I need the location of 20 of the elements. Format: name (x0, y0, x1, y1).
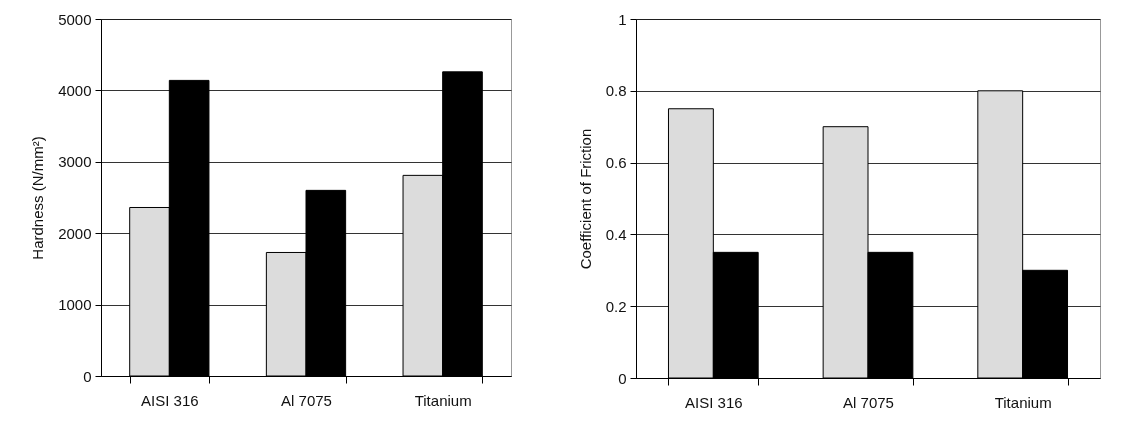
x-tick-label: AISI 316 (141, 391, 199, 409)
y-tick-label: 0.6 (605, 154, 627, 172)
y-axis-title: Hardness (N/mm²) (29, 136, 47, 260)
x-tick-label: Al 7075 (843, 393, 894, 411)
y-tick-label: 5000 (58, 10, 92, 28)
y-tick-label: 0 (618, 369, 627, 387)
x-tick-label: Al 7075 (281, 391, 332, 409)
y-tick-label: 1 (618, 10, 627, 28)
y-tick-label: 0.2 (605, 297, 627, 315)
y-tick-label: 0.8 (605, 82, 627, 100)
x-tick-label: Titanium (994, 393, 1052, 411)
y-tick-label: 2000 (58, 224, 92, 242)
x-tick-label: Titanium (414, 391, 472, 409)
y-tick-label: 3000 (58, 153, 92, 171)
y-tick-label: 0 (83, 367, 92, 385)
y-tick-label: 0.4 (605, 225, 627, 243)
x-tick-label: AISI 316 (685, 393, 743, 411)
y-axis-title: Coefficient of Friction (576, 128, 594, 270)
y-tick-label: 1000 (58, 296, 92, 314)
y-tick-label: 4000 (58, 81, 92, 99)
